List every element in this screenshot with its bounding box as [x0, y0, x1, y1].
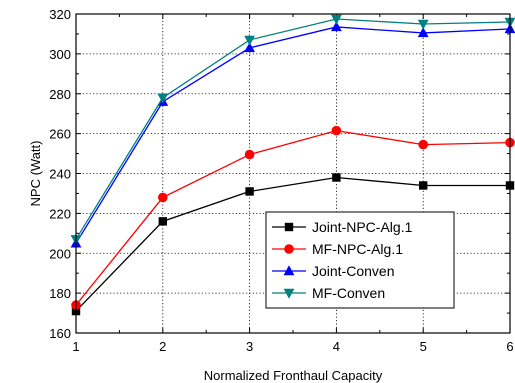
data-point-joint-npc-alg-1 [158, 217, 167, 226]
series-line-mf-conven [75, 18, 511, 240]
y-tick-label: 320 [49, 7, 71, 22]
data-point-mf-conven [417, 19, 429, 30]
y-tick-label: 180 [49, 286, 71, 301]
data-point-joint-npc-alg-1 [245, 187, 254, 196]
y-tick-label: 160 [49, 326, 71, 341]
legend-box [265, 211, 455, 309]
series-line-mf-npc-alg-1 [75, 129, 511, 306]
data-point-mf-npc-alg-1 [418, 139, 429, 150]
y-tick-label: 260 [49, 127, 71, 142]
legend-label-joint-conven: Joint-Conven [312, 263, 395, 279]
legend-label-joint-npc-alg-1: Joint-NPC-Alg.1 [312, 219, 413, 235]
x-tick-label: 3 [246, 339, 253, 354]
plot-frame [75, 13, 511, 334]
y-tick-label: 200 [49, 246, 71, 261]
y-tick-label: 240 [49, 167, 71, 182]
x-tick-label: 2 [159, 339, 166, 354]
series-mf-conven [70, 14, 515, 245]
data-point-joint-npc-alg-1 [332, 173, 341, 182]
series-line-joint-npc-alg-1 [75, 176, 510, 312]
data-point-mf-conven [331, 14, 342, 25]
data-point-mf-conven [244, 35, 255, 46]
y-tick-label: 220 [49, 206, 71, 221]
legend: Joint-NPC-Alg.1 MF-NPC-Alg.1 Joint-Conven M… [265, 211, 455, 309]
legend-marker-mf-conven [283, 288, 295, 299]
series-mf-npc-alg-1 [71, 125, 515, 310]
y-tick-label: 280 [49, 87, 71, 102]
series-layer [70, 14, 515, 316]
data-point-mf-npc-alg-1 [244, 149, 255, 160]
x-axis-title: Normalized Fronthaul Capacity [204, 368, 383, 383]
y-axis-title: NPC (Watt) [28, 141, 43, 207]
x-tick-label: 4 [333, 339, 340, 354]
legend-marker-joint-npc-alg-1 [284, 222, 294, 232]
legend-label-mf-npc-alg-1: MF-NPC-Alg.1 [312, 241, 403, 257]
data-point-joint-npc-alg-1 [419, 181, 428, 190]
data-point-mf-conven [157, 93, 169, 104]
x-tick-label: 1 [72, 339, 79, 354]
legend-marker-joint-conven [283, 265, 295, 276]
y-tick-label: 300 [49, 47, 71, 62]
data-point-joint-conven [417, 27, 429, 38]
x-tick-label: 5 [420, 339, 427, 354]
legend-marker-mf-npc-alg-1 [284, 244, 294, 254]
data-point-joint-conven [244, 42, 255, 53]
legend-label-mf-conven: MF-Conven [312, 285, 385, 301]
data-point-mf-npc-alg-1 [158, 192, 168, 203]
data-point-joint-conven [331, 21, 342, 32]
x-tick-label: 6 [506, 339, 513, 354]
series-line-joint-conven [75, 26, 511, 244]
data-point-mf-npc-alg-1 [331, 125, 342, 136]
